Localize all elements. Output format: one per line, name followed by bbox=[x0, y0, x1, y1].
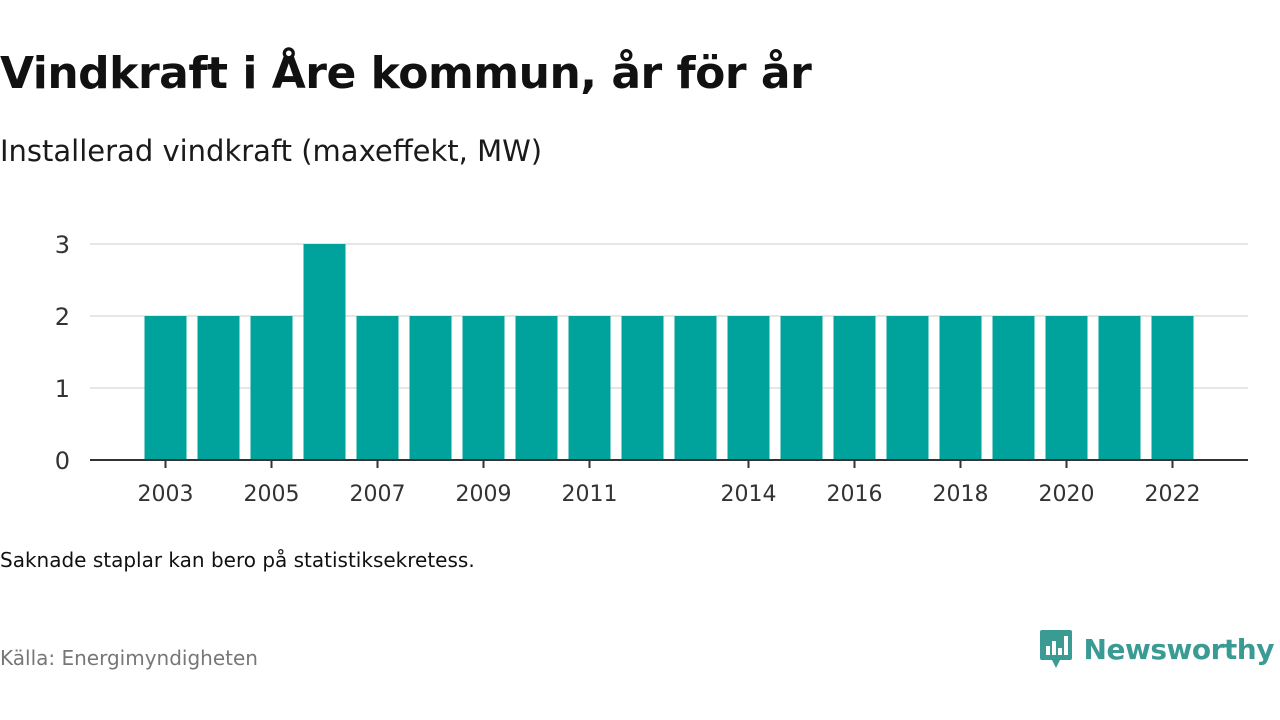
bar-2006 bbox=[303, 244, 346, 460]
x-tick-label: 2018 bbox=[933, 482, 989, 507]
bar-2008 bbox=[409, 316, 452, 460]
bar-2012 bbox=[621, 316, 664, 460]
bar-2019 bbox=[992, 316, 1035, 460]
x-tick-label: 2014 bbox=[721, 482, 777, 507]
y-tick-label: 0 bbox=[55, 447, 70, 475]
brand-logo[interactable]: Newsworthy bbox=[1038, 628, 1275, 670]
bar-2014 bbox=[727, 316, 770, 460]
x-tick-label: 2009 bbox=[456, 482, 512, 507]
newsworthy-logo-icon bbox=[1039, 630, 1072, 668]
x-tick-label: 2003 bbox=[138, 482, 194, 507]
x-tick-label: 2016 bbox=[827, 482, 883, 507]
bar-2009 bbox=[462, 316, 505, 460]
bar-2017 bbox=[886, 316, 929, 460]
bar-2022 bbox=[1151, 316, 1194, 460]
bar-2013 bbox=[674, 316, 717, 460]
bar-2004 bbox=[197, 316, 240, 460]
footnote: Saknade staplar kan bero på statistiksek… bbox=[0, 548, 475, 572]
bar-2003 bbox=[144, 316, 187, 460]
y-tick-label: 2 bbox=[55, 303, 70, 331]
bar-2021 bbox=[1098, 316, 1141, 460]
source-credit: Källa: Energimyndigheten bbox=[0, 646, 258, 670]
bar-2018 bbox=[939, 316, 982, 460]
chart-title: Vindkraft i Åre kommun, år för år bbox=[0, 48, 812, 99]
bar-2005 bbox=[250, 316, 293, 460]
x-tick-label: 2020 bbox=[1039, 482, 1095, 507]
bar-chart: 0 1 2 3 2003 2005 2007 2009 2011 2014 2016 2018 2020… bbox=[55, 231, 1248, 507]
x-tick-label: 2011 bbox=[562, 482, 618, 507]
bar-2015 bbox=[780, 316, 823, 460]
bar-2010 bbox=[515, 316, 558, 460]
x-tick-label: 2005 bbox=[244, 482, 300, 507]
chart-subtitle: Installerad vindkraft (maxeffekt, MW) bbox=[0, 134, 543, 168]
brand-name: Newsworthy bbox=[1083, 632, 1275, 666]
bar-2020 bbox=[1045, 316, 1088, 460]
bar-2007 bbox=[356, 316, 399, 460]
bar-2011 bbox=[568, 316, 611, 460]
x-tick-label: 2007 bbox=[350, 482, 406, 507]
bar-2016 bbox=[833, 316, 876, 460]
y-tick-label: 3 bbox=[55, 231, 70, 259]
x-tick-label: 2022 bbox=[1145, 482, 1201, 507]
y-tick-label: 1 bbox=[55, 375, 70, 403]
